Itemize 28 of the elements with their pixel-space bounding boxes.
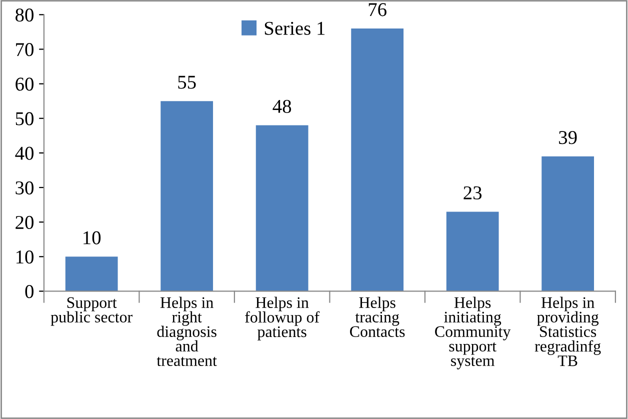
y-tick-label: 0 — [25, 285, 34, 298]
bar — [256, 125, 308, 292]
x-tick-label: Helps tracing Contacts — [350, 296, 405, 338]
bar — [160, 101, 214, 292]
y-tick-label: 20 — [16, 216, 34, 230]
y-tick-label: 50 — [16, 112, 34, 126]
bar — [542, 156, 594, 292]
x-tick-label: Helps in right diagnosis and treatment — [156, 296, 217, 366]
x-tick-label: Helps in providing Statistics regradinfg TB — [534, 296, 601, 366]
y-tick-label: 30 — [16, 181, 34, 194]
data-label: 39 — [559, 131, 577, 144]
bar — [351, 28, 404, 292]
data-label: 23 — [464, 186, 482, 200]
legend-label: Series 1 — [264, 22, 325, 35]
y-tick-label: 60 — [16, 78, 34, 91]
y-tick-label: 10 — [16, 250, 34, 264]
data-label: 48 — [272, 100, 292, 113]
data-label: 55 — [178, 76, 196, 89]
x-tick-label: Helps in followup of patients — [245, 296, 320, 340]
bar — [65, 256, 118, 292]
data-label: 10 — [84, 231, 101, 244]
y-tick-label: 80 — [16, 8, 34, 22]
y-tick-label: 70 — [16, 43, 34, 56]
x-tick-label: Helps initiating Community support system — [435, 296, 511, 370]
x-tick-label: Support public sector — [50, 297, 132, 326]
bar — [446, 212, 499, 292]
y-tick-label: 40 — [15, 146, 34, 160]
data-label: 76 — [368, 3, 386, 16]
